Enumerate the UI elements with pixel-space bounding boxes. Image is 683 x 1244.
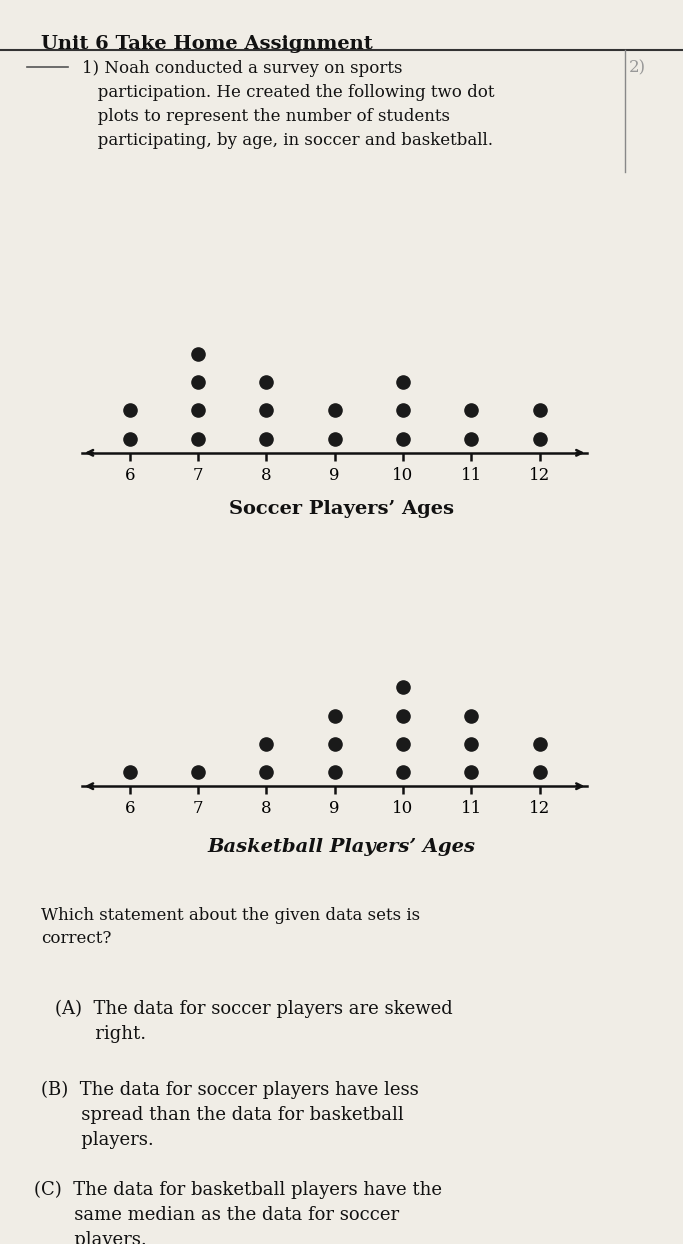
Point: [329, 429, 340, 449]
Point: [398, 429, 408, 449]
Text: (C)  The data for basketball players have the
       same median as the data for: (C) The data for basketball players have…: [34, 1181, 442, 1244]
Point: [466, 401, 477, 420]
Point: [329, 763, 340, 782]
Point: [329, 401, 340, 420]
Point: [124, 763, 135, 782]
Text: 1) Noah conducted a survey on sports
   participation. He created the following : 1) Noah conducted a survey on sports par…: [82, 60, 494, 149]
Point: [261, 372, 272, 392]
Text: Basketball Players’ Ages: Basketball Players’ Ages: [208, 838, 475, 856]
Point: [398, 763, 408, 782]
Point: [193, 763, 204, 782]
Point: [398, 677, 408, 697]
Text: Soccer Players’ Ages: Soccer Players’ Ages: [229, 500, 454, 518]
Point: [534, 734, 545, 754]
Point: [534, 401, 545, 420]
Point: [193, 401, 204, 420]
Text: (B)  The data for soccer players have less
       spread than the data for baske: (B) The data for soccer players have les…: [41, 1081, 419, 1149]
Text: (A)  The data for soccer players are skewed
       right.: (A) The data for soccer players are skew…: [55, 1000, 452, 1044]
Point: [261, 734, 272, 754]
Point: [261, 401, 272, 420]
Point: [466, 705, 477, 725]
Point: [193, 372, 204, 392]
Point: [261, 763, 272, 782]
Point: [534, 429, 545, 449]
Point: [193, 343, 204, 363]
Point: [398, 401, 408, 420]
Point: [534, 763, 545, 782]
Text: Unit 6 Take Home Assignment: Unit 6 Take Home Assignment: [41, 35, 373, 52]
Text: Which statement about the given data sets is
correct?: Which statement about the given data set…: [41, 907, 420, 948]
Point: [329, 705, 340, 725]
Point: [466, 734, 477, 754]
Point: [329, 734, 340, 754]
Point: [466, 429, 477, 449]
Point: [398, 372, 408, 392]
Text: 2): 2): [628, 60, 645, 77]
Point: [193, 429, 204, 449]
Point: [124, 401, 135, 420]
Point: [261, 429, 272, 449]
Point: [398, 734, 408, 754]
Point: [466, 763, 477, 782]
Point: [124, 429, 135, 449]
Point: [398, 705, 408, 725]
